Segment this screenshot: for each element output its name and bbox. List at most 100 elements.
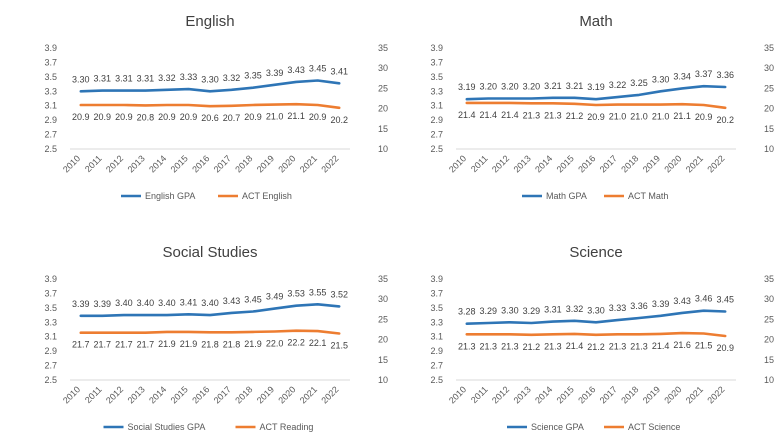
y-right-tick-label: 30 <box>764 294 774 304</box>
data-label: 20.9 <box>716 343 734 353</box>
data-label: 21.4 <box>501 110 519 120</box>
y-right-tick-label: 25 <box>378 314 388 324</box>
data-label: 3.19 <box>458 82 476 92</box>
chart-panel-english: English3.93.73.53.33.12.92.72.5353025201… <box>44 13 388 201</box>
legend-item-english-gpa: English GPA <box>121 191 195 201</box>
y-right-tick-label: 20 <box>764 104 774 114</box>
data-label: 3.37 <box>695 69 713 79</box>
x-tick-label: 2021 <box>684 384 705 405</box>
data-label: 21.8 <box>201 339 219 349</box>
data-label: 3.19 <box>587 82 605 92</box>
data-label: 21.0 <box>609 112 627 122</box>
data-label: 3.30 <box>72 74 90 84</box>
y-right-tick-label: 35 <box>764 274 774 284</box>
x-tick-label: 2017 <box>598 384 619 405</box>
data-label: 3.40 <box>201 298 219 308</box>
legend-item-act-math: ACT Math <box>604 191 668 201</box>
x-tick-label: 2018 <box>619 384 640 405</box>
x-tick-label: 2018 <box>233 384 254 405</box>
y-left-tick-label: 2.5 <box>430 144 443 154</box>
data-label: 3.55 <box>309 287 327 297</box>
y-left-tick-label: 3.9 <box>430 43 443 53</box>
legend-label: Science GPA <box>531 422 584 432</box>
legend-item-act-science: ACT Science <box>604 422 680 432</box>
legend-item-science-gpa: Science GPA <box>507 422 584 432</box>
y-left-tick-label: 3.9 <box>44 43 57 53</box>
data-label: 3.30 <box>201 74 219 84</box>
x-tick-label: 2016 <box>190 384 211 405</box>
x-tick-label: 2017 <box>212 153 233 174</box>
x-tick-label: 2022 <box>705 153 726 174</box>
x-tick-label: 2012 <box>104 153 125 174</box>
data-label: 20.9 <box>587 112 605 122</box>
x-tick-label: 2021 <box>684 153 705 174</box>
data-label: 21.0 <box>266 112 284 122</box>
chart-panel-social-studies: Social Studies 3.9 3.7 3.5 3.3 3.1 2.9 2.7 2.5 35… <box>44 244 388 432</box>
y-right-tick-label: 10 <box>378 144 388 154</box>
data-label: 21.6 <box>673 340 691 350</box>
data-label: 20.9 <box>695 112 713 122</box>
data-label: 21.4 <box>480 110 498 120</box>
data-label: 22.2 <box>287 338 305 348</box>
y-left-tick-label: 3.1 <box>430 101 443 111</box>
x-tick-label: 2014 <box>533 384 554 405</box>
y-left-tick-label: 2.7 <box>44 130 57 140</box>
data-label: 3.33 <box>609 303 627 313</box>
data-label: 3.32 <box>566 304 584 314</box>
x-tick-label: 2020 <box>276 153 297 174</box>
x-tick-label: 2021 <box>298 153 319 174</box>
chart-title: Math <box>579 13 612 30</box>
data-label: 3.39 <box>266 68 284 78</box>
data-label: 3.43 <box>223 296 241 306</box>
y-left-tick-label: 2.7 <box>430 361 443 371</box>
x-tick-label: 2019 <box>641 384 662 405</box>
data-label: 3.40 <box>158 298 176 308</box>
x-tick-label: 2014 <box>147 153 168 174</box>
y-right-tick-label: 15 <box>764 355 774 365</box>
y-left-tick-label: 3.5 <box>44 72 57 82</box>
y-right-tick-label: 30 <box>764 63 774 73</box>
x-tick-label: 2015 <box>169 153 190 174</box>
data-label: 3.20 <box>523 82 541 92</box>
x-tick-label: 2018 <box>619 153 640 174</box>
data-label: 3.39 <box>94 299 112 309</box>
x-tick-label: 2010 <box>447 153 468 174</box>
data-label: 21.0 <box>652 112 670 122</box>
y-left-tick-label: 3.9 <box>44 274 57 284</box>
y-right-tick-label: 30 <box>378 63 388 73</box>
data-label: 21.1 <box>287 111 305 121</box>
data-label: 20.2 <box>716 115 734 125</box>
y-right-tick-label: 20 <box>764 335 774 345</box>
y-right-tick-label: 25 <box>764 314 774 324</box>
x-tick-label: 2013 <box>126 384 147 405</box>
x-tick-label: 2010 <box>61 153 82 174</box>
x-tick-label: 2012 <box>104 384 125 405</box>
x-tick-label: 2013 <box>512 384 533 405</box>
chart-title: Social Studies <box>162 244 257 261</box>
chart-title: English <box>185 13 234 30</box>
data-label: 21.7 <box>137 340 155 350</box>
data-label: 3.22 <box>609 80 627 90</box>
y-left-tick-label: 3.1 <box>44 101 57 111</box>
legend-item-act-reading: ACT Reading <box>235 422 313 432</box>
x-tick-label: 2019 <box>641 153 662 174</box>
y-right-tick-label: 35 <box>378 274 388 284</box>
data-label: 3.31 <box>544 305 562 315</box>
x-tick-label: 2017 <box>598 153 619 174</box>
x-tick-label: 2012 <box>490 384 511 405</box>
legend-label: ACT Math <box>628 191 668 201</box>
data-label: 3.45 <box>716 294 734 304</box>
y-right-tick-label: 10 <box>764 144 774 154</box>
series-line-science-gpa <box>465 309 727 326</box>
data-label: 21.3 <box>458 341 476 351</box>
x-tick-label: 2016 <box>190 153 211 174</box>
data-label: 21.3 <box>544 341 562 351</box>
data-label: 20.9 <box>309 112 327 122</box>
y-left-tick-label: 2.9 <box>44 115 57 125</box>
x-tick-label: 2017 <box>212 384 233 405</box>
y-right-tick-label: 20 <box>378 335 388 345</box>
y-left-tick-label: 3.7 <box>44 288 57 298</box>
data-label: 21.4 <box>566 341 584 351</box>
x-tick-label: 2011 <box>83 153 104 174</box>
data-label: 21.4 <box>458 110 476 120</box>
